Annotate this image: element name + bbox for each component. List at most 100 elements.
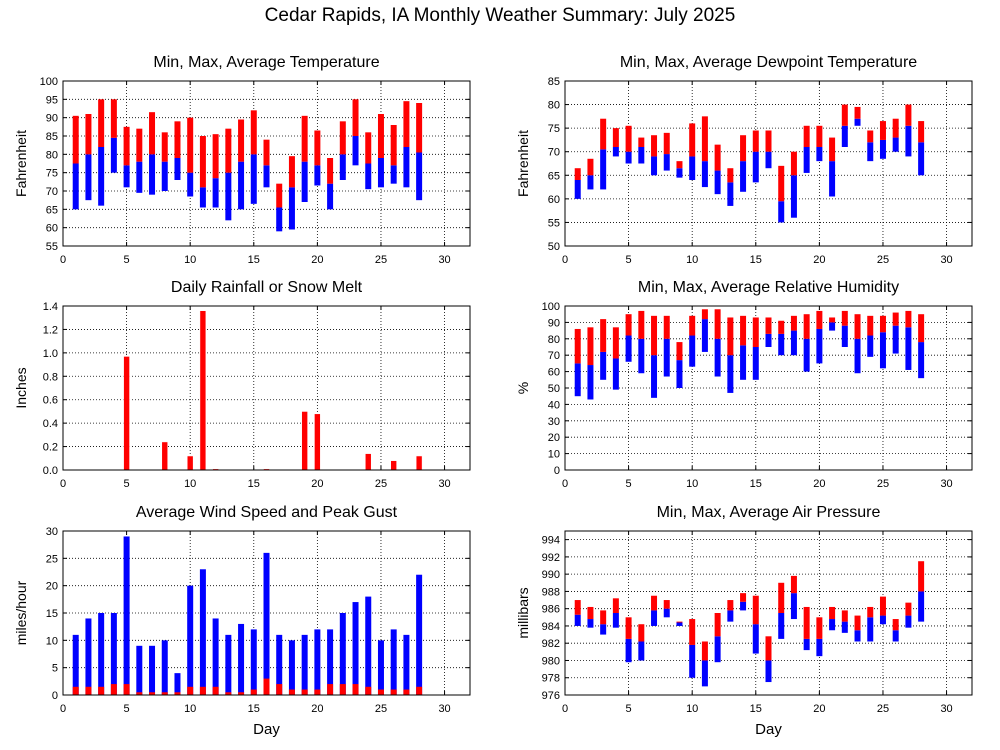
bar-avg-wind — [199, 686, 206, 695]
y-tick-label: 994 — [542, 535, 560, 547]
y-tick-label: 80 — [46, 149, 58, 161]
bar-min-avg — [765, 660, 772, 683]
bar-avg-max — [612, 128, 619, 147]
bar-avg-max — [390, 125, 397, 166]
bar-avg-max — [905, 310, 912, 328]
x-tick-label: 0 — [562, 478, 568, 490]
bar-min-avg — [752, 624, 759, 654]
chart-title: Min, Max, Average Temperature — [153, 54, 379, 71]
bar-avg-max — [765, 317, 772, 334]
y-axis-label: Fahrenheit — [13, 130, 29, 197]
bar-peak-gust — [250, 629, 257, 695]
x-tick-label: 25 — [375, 478, 387, 490]
bar-min-avg — [841, 621, 848, 633]
bar-avg-max — [416, 103, 423, 153]
bar-min-avg — [714, 338, 721, 377]
bar-avg-max — [854, 314, 861, 339]
bar-avg-max — [829, 137, 836, 162]
bar-avg-max — [651, 595, 658, 611]
y-tick-label: 75 — [46, 168, 58, 180]
y-tick-label: 40 — [548, 399, 560, 411]
bar-avg-wind — [263, 678, 270, 695]
bar-avg-wind — [339, 684, 346, 695]
y-tick-label: 30 — [548, 416, 560, 428]
bar-min-avg — [625, 335, 632, 362]
bar-min-avg — [663, 154, 670, 171]
bar-min-avg — [765, 151, 772, 169]
bar-avg-max — [327, 158, 334, 184]
bar-avg-wind — [416, 686, 423, 695]
bar-avg-wind — [250, 689, 257, 695]
bar-min-avg — [816, 638, 823, 657]
bar-min-avg — [829, 161, 836, 197]
bar-peak-gust — [377, 640, 384, 695]
bar-avg-max — [740, 135, 747, 162]
bar-min-avg — [663, 338, 670, 377]
bar-avg-max — [841, 610, 848, 622]
bar-min-avg — [72, 163, 79, 210]
y-tick-label: 60 — [46, 223, 58, 235]
bar-min-avg — [600, 351, 607, 380]
x-tick-label: 10 — [184, 254, 196, 266]
bar-min-avg — [829, 619, 836, 631]
x-tick-label: 0 — [60, 703, 66, 715]
bar-avg-max — [612, 598, 619, 613]
bar-min-avg — [701, 161, 708, 188]
bar-avg-max — [905, 104, 912, 126]
bar-min-avg — [778, 201, 785, 223]
bar-min-avg — [892, 137, 899, 152]
y-tick-label: 990 — [542, 569, 560, 581]
bar-avg-wind — [403, 689, 410, 695]
chart-title: Average Wind Speed and Peak Gust — [136, 504, 398, 521]
x-tick-label: 30 — [940, 703, 952, 715]
y-tick-label: 1.0 — [43, 348, 58, 360]
bar-avg-max — [288, 156, 295, 188]
bar-rain — [199, 310, 207, 471]
bar-avg-max — [803, 606, 810, 639]
x-tick-label: 15 — [750, 254, 762, 266]
bar-min-avg — [676, 360, 683, 388]
y-tick-label: 0.2 — [43, 442, 58, 454]
bar-avg-wind — [136, 692, 143, 695]
bar-avg-wind — [225, 692, 232, 695]
bar-rain — [123, 356, 130, 471]
y-tick-label: 30 — [46, 526, 58, 538]
bar-avg-max — [339, 121, 346, 155]
bar-min-avg — [892, 325, 899, 354]
x-tick-label: 10 — [686, 703, 698, 715]
bar-avg-max — [778, 582, 785, 613]
bar-avg-max — [638, 137, 645, 147]
bar-avg-wind — [174, 692, 181, 695]
bar-avg-max — [301, 115, 308, 162]
bar-avg-max — [778, 165, 785, 202]
bar-min-avg — [574, 363, 581, 397]
bar-avg-max — [72, 115, 79, 164]
bar-peak-gust — [174, 673, 181, 695]
x-tick-label: 20 — [813, 478, 825, 490]
x-tick-label: 5 — [626, 703, 632, 715]
x-tick-label: 10 — [686, 254, 698, 266]
bar-min-avg — [612, 147, 619, 157]
bar-peak-gust — [238, 623, 245, 695]
bar-avg-max — [663, 600, 670, 609]
bar-min-avg — [841, 325, 848, 347]
bar-peak-gust — [161, 640, 168, 695]
bar-peak-gust — [301, 634, 308, 695]
bar-avg-wind — [276, 684, 283, 695]
bar-min-avg — [918, 142, 925, 176]
y-tick-label: 80 — [548, 100, 560, 112]
bar-peak-gust — [390, 629, 397, 695]
y-tick-label: 10 — [46, 635, 58, 647]
y-tick-label: 50 — [548, 383, 560, 395]
bar-min-avg — [689, 644, 696, 678]
bar-avg-max — [638, 310, 645, 339]
bar-avg-max — [365, 132, 372, 164]
bar-avg-max — [892, 118, 899, 138]
y-tick-label: 5 — [52, 663, 58, 675]
bar-avg-max — [587, 327, 594, 366]
bar-avg-max — [829, 317, 836, 323]
bar-min-avg — [790, 175, 797, 218]
bar-min-avg — [905, 327, 912, 370]
plot-frame — [564, 305, 973, 471]
y-tick-label: 90 — [46, 113, 58, 125]
